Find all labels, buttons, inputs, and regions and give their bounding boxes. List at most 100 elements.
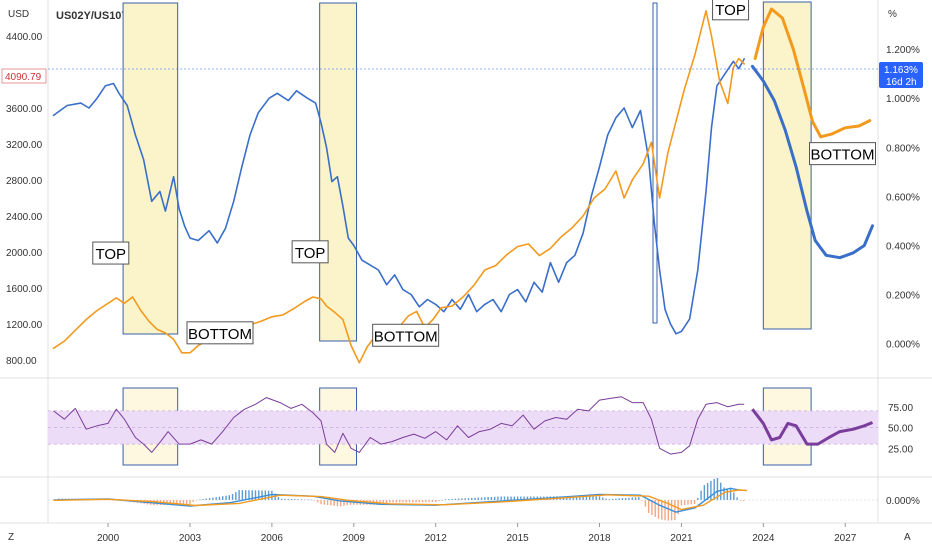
- macd-histogram-bar: [287, 498, 289, 500]
- macd-histogram-bar: [428, 500, 430, 503]
- macd-histogram-bar: [225, 495, 227, 500]
- macd-histogram-bar: [526, 496, 529, 500]
- macd-histogram-bar: [736, 497, 738, 500]
- left-axis-tick: 800.00: [6, 356, 37, 367]
- x-axis-tick: 2006: [261, 533, 284, 544]
- macd-histogram-bar: [703, 485, 706, 500]
- right-unit-label: %: [888, 9, 897, 20]
- macd-histogram-bar: [281, 498, 283, 500]
- macd-histogram-bar: [638, 497, 640, 500]
- macd-histogram-bar: [588, 496, 591, 500]
- macd-histogram-bar: [300, 499, 303, 500]
- macd-histogram-bar: [687, 500, 689, 505]
- macd-histogram-bar: [716, 477, 719, 500]
- macd-histogram-bar: [644, 500, 647, 507]
- macd-histogram-bar: [651, 500, 653, 515]
- right-price-tag: [879, 62, 923, 88]
- macd-histogram-bar: [595, 496, 597, 500]
- macd-histogram-bar: [228, 495, 230, 500]
- left-axis-tick: 1600.00: [6, 284, 43, 295]
- macd-histogram-bar: [294, 499, 296, 500]
- macd-histogram-bar: [343, 500, 345, 506]
- macd-histogram-bar: [208, 498, 211, 500]
- annotation-box: [92, 241, 130, 265]
- left-axis-tick: 3600.00: [6, 104, 43, 115]
- macd-histogram-bar: [313, 500, 316, 501]
- macd-histogram-bar: [618, 498, 620, 500]
- macd-histogram-bar: [625, 497, 627, 500]
- macd-histogram-bar: [523, 496, 525, 500]
- highlight-box-covid: [652, 2, 658, 324]
- axis-layer: 4400.004000.003600.003200.002800.002400.…: [6, 32, 920, 544]
- macd-histogram-bar: [680, 500, 683, 506]
- macd-histogram-bar: [326, 500, 329, 506]
- macd-histogram-bar: [647, 500, 650, 514]
- x-axis-tick: 2024: [752, 533, 775, 544]
- left-axis-tick: 2000.00: [6, 248, 43, 259]
- auto-scale-icon[interactable]: A: [904, 532, 911, 543]
- annotation-label: TOP: [295, 245, 326, 262]
- rsi-axis-tick: 75.00: [888, 403, 913, 414]
- macd-histogram-bar: [490, 496, 493, 500]
- macd-histogram-bar: [602, 497, 604, 500]
- annotation-label: BOTTOM: [374, 328, 438, 345]
- macd-histogram-bar: [235, 492, 237, 500]
- macd-histogram-bar: [392, 500, 394, 503]
- right-axis-tick: 0.600%: [886, 192, 920, 203]
- macd-histogram-bar: [582, 496, 584, 500]
- macd-histogram-bar: [493, 496, 496, 500]
- left-axis-tick: 2400.00: [6, 212, 43, 223]
- x-axis-tick: 2000: [97, 533, 120, 544]
- macd-histogram-bar: [611, 498, 614, 500]
- macd-histogram-bar: [274, 493, 276, 500]
- macd-histogram-bar: [500, 496, 502, 500]
- macd-histogram-bar: [271, 490, 273, 500]
- macd-histogram-bar: [182, 500, 185, 505]
- macd-histogram-bar: [385, 500, 388, 504]
- macd-histogram-bar: [530, 496, 532, 500]
- macd-histogram-bar: [585, 496, 588, 500]
- zoom-icon[interactable]: Z: [8, 532, 14, 543]
- right-axis-tick: 0.200%: [886, 291, 920, 302]
- macd-histogram-bar: [657, 500, 660, 519]
- macd-histogram-bar: [412, 500, 414, 503]
- macd-histogram-bar: [438, 500, 440, 501]
- macd-histogram-bar: [592, 496, 594, 500]
- x-axis-tick: 2012: [425, 533, 448, 544]
- macd-histogram-bar: [723, 487, 725, 500]
- highlight-box-main: [122, 2, 179, 335]
- x-axis-tick: 2009: [343, 533, 366, 544]
- rsi-axis-tick: 25.00: [888, 444, 913, 455]
- macd-histogram-bar: [425, 500, 427, 503]
- macd-histogram-bar: [634, 497, 637, 500]
- annotation-label: BOTTOM: [188, 326, 252, 343]
- macd-histogram-bar: [323, 500, 326, 505]
- macd-histogram-bar: [628, 497, 630, 500]
- highlight-box-main: [762, 1, 812, 330]
- macd-histogram-bar: [683, 500, 686, 506]
- macd-histogram-bar: [434, 500, 437, 503]
- macd-histogram-bar: [317, 500, 319, 503]
- annotation-box: [291, 240, 329, 264]
- left-axis-tick: 2800.00: [6, 176, 43, 187]
- macd-histogram-bar: [605, 498, 607, 500]
- right-axis-tick: 0.800%: [886, 143, 920, 154]
- macd-histogram-bar: [454, 498, 457, 500]
- macd-histogram-bar: [572, 496, 575, 500]
- macd-histogram-bar: [441, 499, 443, 501]
- macd-histogram-bar: [444, 499, 447, 500]
- right-axis-tick: 0.400%: [886, 241, 920, 252]
- macd-histogram-bar: [290, 499, 293, 500]
- left-axis-tick: 3200.00: [6, 140, 43, 151]
- macd-histogram-bar: [258, 490, 260, 500]
- macd-histogram-bar: [421, 500, 424, 503]
- macd-histogram-bar: [310, 499, 312, 501]
- macd-histogram-bar: [415, 500, 417, 503]
- macd-histogram-bar: [464, 498, 466, 500]
- macd-histogram-bar: [418, 500, 421, 503]
- macd-histogram-bar: [739, 500, 742, 501]
- macd-histogram-bar: [251, 490, 253, 500]
- x-axis-tick: 2021: [670, 533, 693, 544]
- macd-histogram-bar: [742, 500, 745, 501]
- macd-histogram-bar: [402, 500, 404, 503]
